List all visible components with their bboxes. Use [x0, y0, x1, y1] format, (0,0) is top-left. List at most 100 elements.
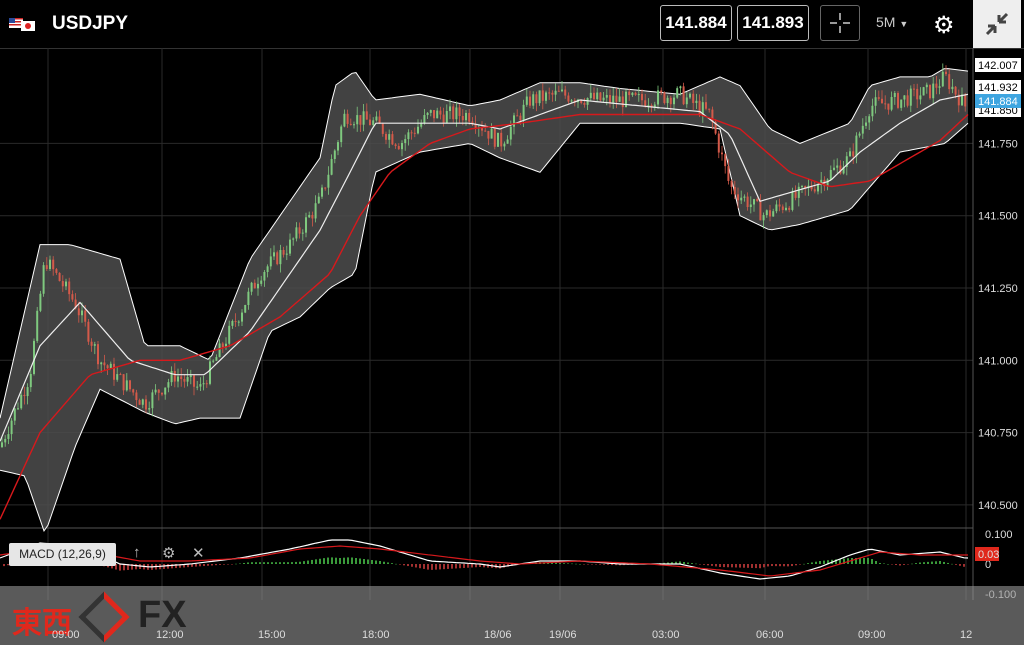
candle-body: [749, 204, 752, 208]
candle-body: [100, 362, 103, 365]
candle-body: [324, 187, 327, 189]
candle-body: [612, 95, 615, 103]
candle-body: [698, 100, 701, 115]
candle-body: [945, 71, 947, 75]
candle-body: [663, 92, 666, 104]
candle-body: [148, 408, 151, 410]
candle-body: [228, 325, 231, 344]
time-tick-label: 03:00: [652, 629, 680, 641]
candle-body: [237, 321, 240, 323]
crosshair-icon: [830, 13, 850, 33]
candle-body: [337, 142, 339, 151]
candle-body: [593, 92, 595, 100]
timeframe-select[interactable]: 5M ▼: [876, 14, 908, 30]
macd-histogram-bar: [255, 562, 257, 564]
candle-body: [433, 110, 435, 119]
macd-histogram-bar: [127, 564, 129, 570]
candle-body: [570, 100, 573, 102]
candle-body: [199, 384, 202, 387]
candle-body: [820, 179, 823, 185]
candle-body: [426, 112, 429, 116]
candle-body: [906, 95, 909, 106]
candle-body: [692, 93, 695, 104]
macd-histogram-bar: [907, 564, 909, 565]
candle-body: [673, 97, 675, 105]
ask-price-button[interactable]: 141.893: [737, 5, 809, 41]
candle-body: [711, 109, 714, 122]
candle-body: [282, 249, 285, 255]
macd-histogram-bar: [911, 563, 913, 565]
macd-histogram-bar: [167, 564, 169, 569]
symbol-name[interactable]: USDJPY: [52, 13, 129, 34]
candle-body: [500, 132, 503, 147]
candle-body: [954, 86, 957, 95]
macd-label[interactable]: MACD (12,26,9): [9, 543, 116, 566]
candle-body: [481, 127, 483, 131]
macd-histogram-bar: [687, 562, 689, 564]
candle-body: [308, 214, 311, 218]
candle-body: [724, 154, 727, 167]
candle-body: [874, 97, 877, 106]
bid-price-button[interactable]: 141.884: [660, 5, 732, 41]
candle-body: [599, 92, 602, 101]
macd-histogram-bar: [731, 564, 733, 568]
candle-body: [740, 197, 743, 201]
candle-body: [397, 146, 400, 150]
candle-body: [260, 280, 263, 284]
candle-body: [538, 90, 541, 104]
candle-body: [292, 238, 295, 240]
candle-body: [52, 259, 55, 270]
candle-body: [68, 281, 71, 295]
gear-icon[interactable]: ⚙: [162, 545, 176, 562]
macd-histogram-bar: [707, 564, 709, 566]
candle-body: [449, 106, 451, 112]
candle-body: [7, 434, 10, 439]
candle-body: [106, 365, 109, 369]
macd-histogram-bar: [799, 564, 801, 565]
candle-body: [513, 115, 515, 127]
macd-histogram-bar: [419, 564, 421, 569]
indicator-lines: [0, 93, 969, 520]
candle-body: [17, 408, 19, 410]
candle-body: [353, 124, 355, 126]
settings-gear-icon[interactable]: ⚙: [933, 12, 955, 39]
macd-histogram-bar: [259, 562, 261, 564]
candle-body: [305, 217, 307, 233]
macd-histogram-bar: [855, 558, 857, 564]
candle-body: [685, 97, 688, 105]
macd-histogram-bar: [119, 564, 121, 571]
candle-body: [471, 121, 474, 124]
macd-histogram-bar: [619, 564, 621, 566]
macd-tick-label: 0: [985, 559, 991, 571]
macd-histogram-bar: [235, 563, 237, 565]
candle-body: [77, 308, 80, 316]
candle-body: [679, 86, 682, 89]
macd-histogram-bar: [283, 562, 285, 564]
candle-body: [708, 108, 711, 110]
candle-body: [493, 128, 496, 147]
price-mid-label-bg: [975, 80, 1021, 94]
macd-histogram-bar: [551, 562, 553, 564]
macd-histogram-bar: [699, 564, 701, 565]
arrow-up-icon[interactable]: ↑: [133, 544, 141, 561]
macd-histogram-bar: [615, 564, 617, 566]
time-tick-label: 06:00: [756, 629, 784, 641]
macd-histogram-bar: [739, 564, 741, 568]
candle-body: [845, 156, 848, 168]
candle-body: [829, 169, 832, 180]
close-icon[interactable]: ✕: [192, 545, 205, 562]
crosshair-button[interactable]: [820, 5, 860, 41]
collapse-button[interactable]: [973, 0, 1021, 48]
candle-body: [356, 115, 359, 125]
candle-body: [903, 95, 906, 100]
candle-body: [916, 88, 919, 100]
candle-body: [689, 93, 691, 98]
candle-body: [244, 305, 247, 313]
candle-body: [4, 438, 7, 443]
macd-histogram-bar: [727, 564, 729, 568]
candle-body: [241, 312, 243, 322]
candle-body: [465, 112, 467, 121]
macd-histogram-bar: [123, 564, 125, 571]
macd-histogram-bar: [735, 564, 737, 568]
